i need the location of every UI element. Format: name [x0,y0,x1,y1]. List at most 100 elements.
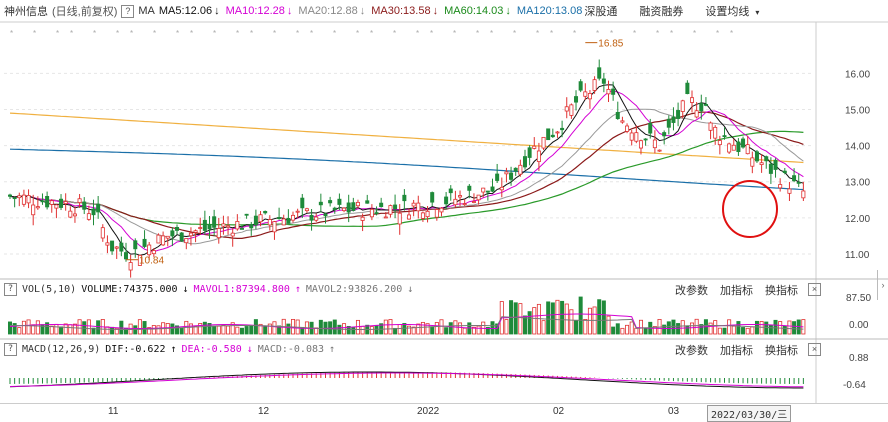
candle-body [267,219,272,226]
candle-body [249,224,254,229]
event-marker: * [573,29,576,38]
volume-bar [685,325,690,335]
volume-close-icon[interactable]: × [808,283,821,296]
volume-bar [574,320,579,335]
macd-swap-indicator[interactable]: 换指标 [765,345,798,357]
candle-body [768,163,773,174]
ma-indicator-arrow-1: ↓ [286,5,293,17]
x-label-2022: 2022 [417,406,440,417]
volume-bar [179,327,184,335]
candle-body [787,188,792,194]
menu-hkconnect[interactable]: 深股通 [584,6,618,18]
volume-bar [764,321,769,335]
candle-body [606,88,611,95]
volume-bar [420,321,425,335]
volume-bar [230,322,235,335]
event-marker: * [633,29,636,38]
ma-indicator-arrow-4: ↓ [505,5,511,17]
volume-bar [462,327,467,335]
ma5-line [9,84,804,256]
menu-ma-settings[interactable]: 设置均线 ▾ [705,3,763,19]
volume-bar [12,323,17,335]
volume-swap-indicator[interactable]: 换指标 [765,285,798,297]
ma10-line [9,90,804,253]
dea-arrow: ↓ [246,343,253,355]
candle-body [550,134,555,138]
volume-bar [137,319,142,335]
mavol1-line [9,313,804,329]
candle-body [625,125,630,132]
panel-expand-icon[interactable]: › [877,270,888,300]
candle-body [226,225,231,228]
candle-body [318,201,323,206]
volume-add-indicator[interactable]: 加指标 [720,285,753,297]
candle-body [666,118,671,128]
mavol2-value: MAVOL2:93826.200 [305,283,403,295]
candle-body [759,162,764,166]
volume-bar [555,299,560,335]
candle-body [541,136,546,149]
volume-bar [346,325,351,335]
macd-edit-params[interactable]: 改参数 [675,345,708,357]
candle-body [690,97,695,103]
event-marker: * [453,29,456,38]
volume-bar [351,327,356,335]
candle-body [522,156,527,168]
macd-help-button[interactable]: ? [4,342,17,356]
volume-bar [202,321,207,335]
macd-ylabel-top: 0.88 [849,353,869,364]
volume-bar [471,326,476,335]
candle-body [161,235,166,246]
candle-body [471,201,476,203]
candle-body [179,232,184,242]
candle-body [402,194,407,202]
volume-bar [49,325,54,335]
candle-body [277,217,282,220]
candle-body [175,226,180,231]
stock-name: 神州信息 [4,6,48,18]
volume-bar [156,325,161,335]
volume-edit-params[interactable]: 改参数 [675,285,708,297]
volume-bar [662,324,667,335]
event-marker: * [670,29,673,38]
volume-bar [560,300,565,335]
high-marker-label: 16.85 [598,39,623,50]
candle-body [629,132,634,141]
candle-body [12,197,17,200]
event-marker: * [333,29,336,38]
ma-indicator-arrow-2: ↓ [359,5,366,17]
volume-bar [54,323,59,335]
candle-body [291,214,296,221]
candle-body [587,93,592,100]
volume-bar [430,326,435,335]
candle-body [110,240,115,252]
candle-body [31,204,36,216]
event-marker: * [236,29,239,38]
candle-body [35,206,40,209]
volume-bar [110,326,115,335]
menu-margin[interactable]: 融资融券 [639,6,684,18]
volume-bar [741,327,746,335]
candle-body [764,156,769,162]
macd-add-indicator[interactable]: 加指标 [720,345,753,357]
volume-help-button[interactable]: ? [4,282,17,296]
candle-body [272,221,277,233]
candle-body [342,207,347,212]
candle-body [263,210,268,214]
macd-close-icon[interactable]: × [808,343,821,356]
volume-bar [114,327,119,335]
help-button[interactable]: ? [121,4,135,18]
candle-body [722,135,727,137]
volume-bar [615,323,620,335]
candle-body [337,198,342,205]
candle-body [736,141,741,152]
volume-panel-header: ? VOL(5,10) VOLUME:74375.000 ↓ MAVOL1:87… [0,281,888,297]
volume-bar [86,319,91,335]
volume-bar [601,300,606,335]
candle-body [351,202,356,211]
volume-bar [522,315,527,335]
candle-body [123,252,128,260]
event-marker: * [56,29,59,38]
candle-body [453,198,458,206]
candle-body [536,150,541,162]
